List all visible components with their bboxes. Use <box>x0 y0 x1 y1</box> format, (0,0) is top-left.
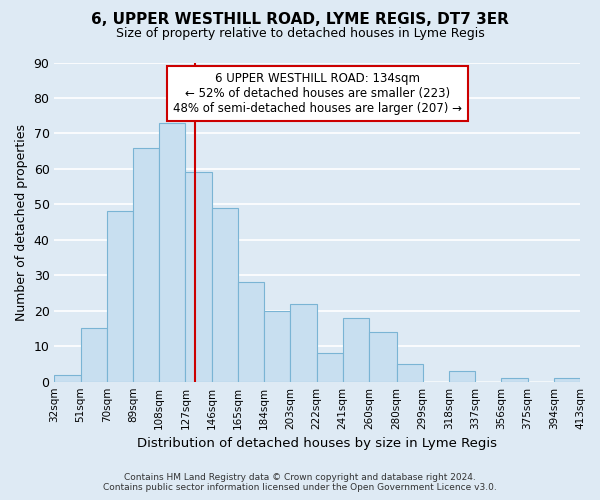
Bar <box>317 354 343 382</box>
Bar <box>449 371 475 382</box>
X-axis label: Distribution of detached houses by size in Lyme Regis: Distribution of detached houses by size … <box>137 437 497 450</box>
Bar <box>397 364 423 382</box>
Text: 6, UPPER WESTHILL ROAD, LYME REGIS, DT7 3ER: 6, UPPER WESTHILL ROAD, LYME REGIS, DT7 … <box>91 12 509 28</box>
Bar <box>185 172 212 382</box>
Text: 6 UPPER WESTHILL ROAD: 134sqm
← 52% of detached houses are smaller (223)
48% of : 6 UPPER WESTHILL ROAD: 134sqm ← 52% of d… <box>173 72 462 115</box>
Bar <box>343 318 369 382</box>
Bar <box>554 378 580 382</box>
Bar <box>238 282 264 382</box>
Bar <box>290 304 317 382</box>
Text: Contains HM Land Registry data © Crown copyright and database right 2024.
Contai: Contains HM Land Registry data © Crown c… <box>103 473 497 492</box>
Y-axis label: Number of detached properties: Number of detached properties <box>15 124 28 320</box>
Bar <box>212 208 238 382</box>
Bar <box>502 378 527 382</box>
Bar <box>264 311 290 382</box>
Bar <box>133 148 159 382</box>
Bar <box>159 123 185 382</box>
Bar <box>55 374 80 382</box>
Text: Size of property relative to detached houses in Lyme Regis: Size of property relative to detached ho… <box>116 28 484 40</box>
Bar <box>107 212 133 382</box>
Bar <box>369 332 397 382</box>
Bar <box>80 328 107 382</box>
